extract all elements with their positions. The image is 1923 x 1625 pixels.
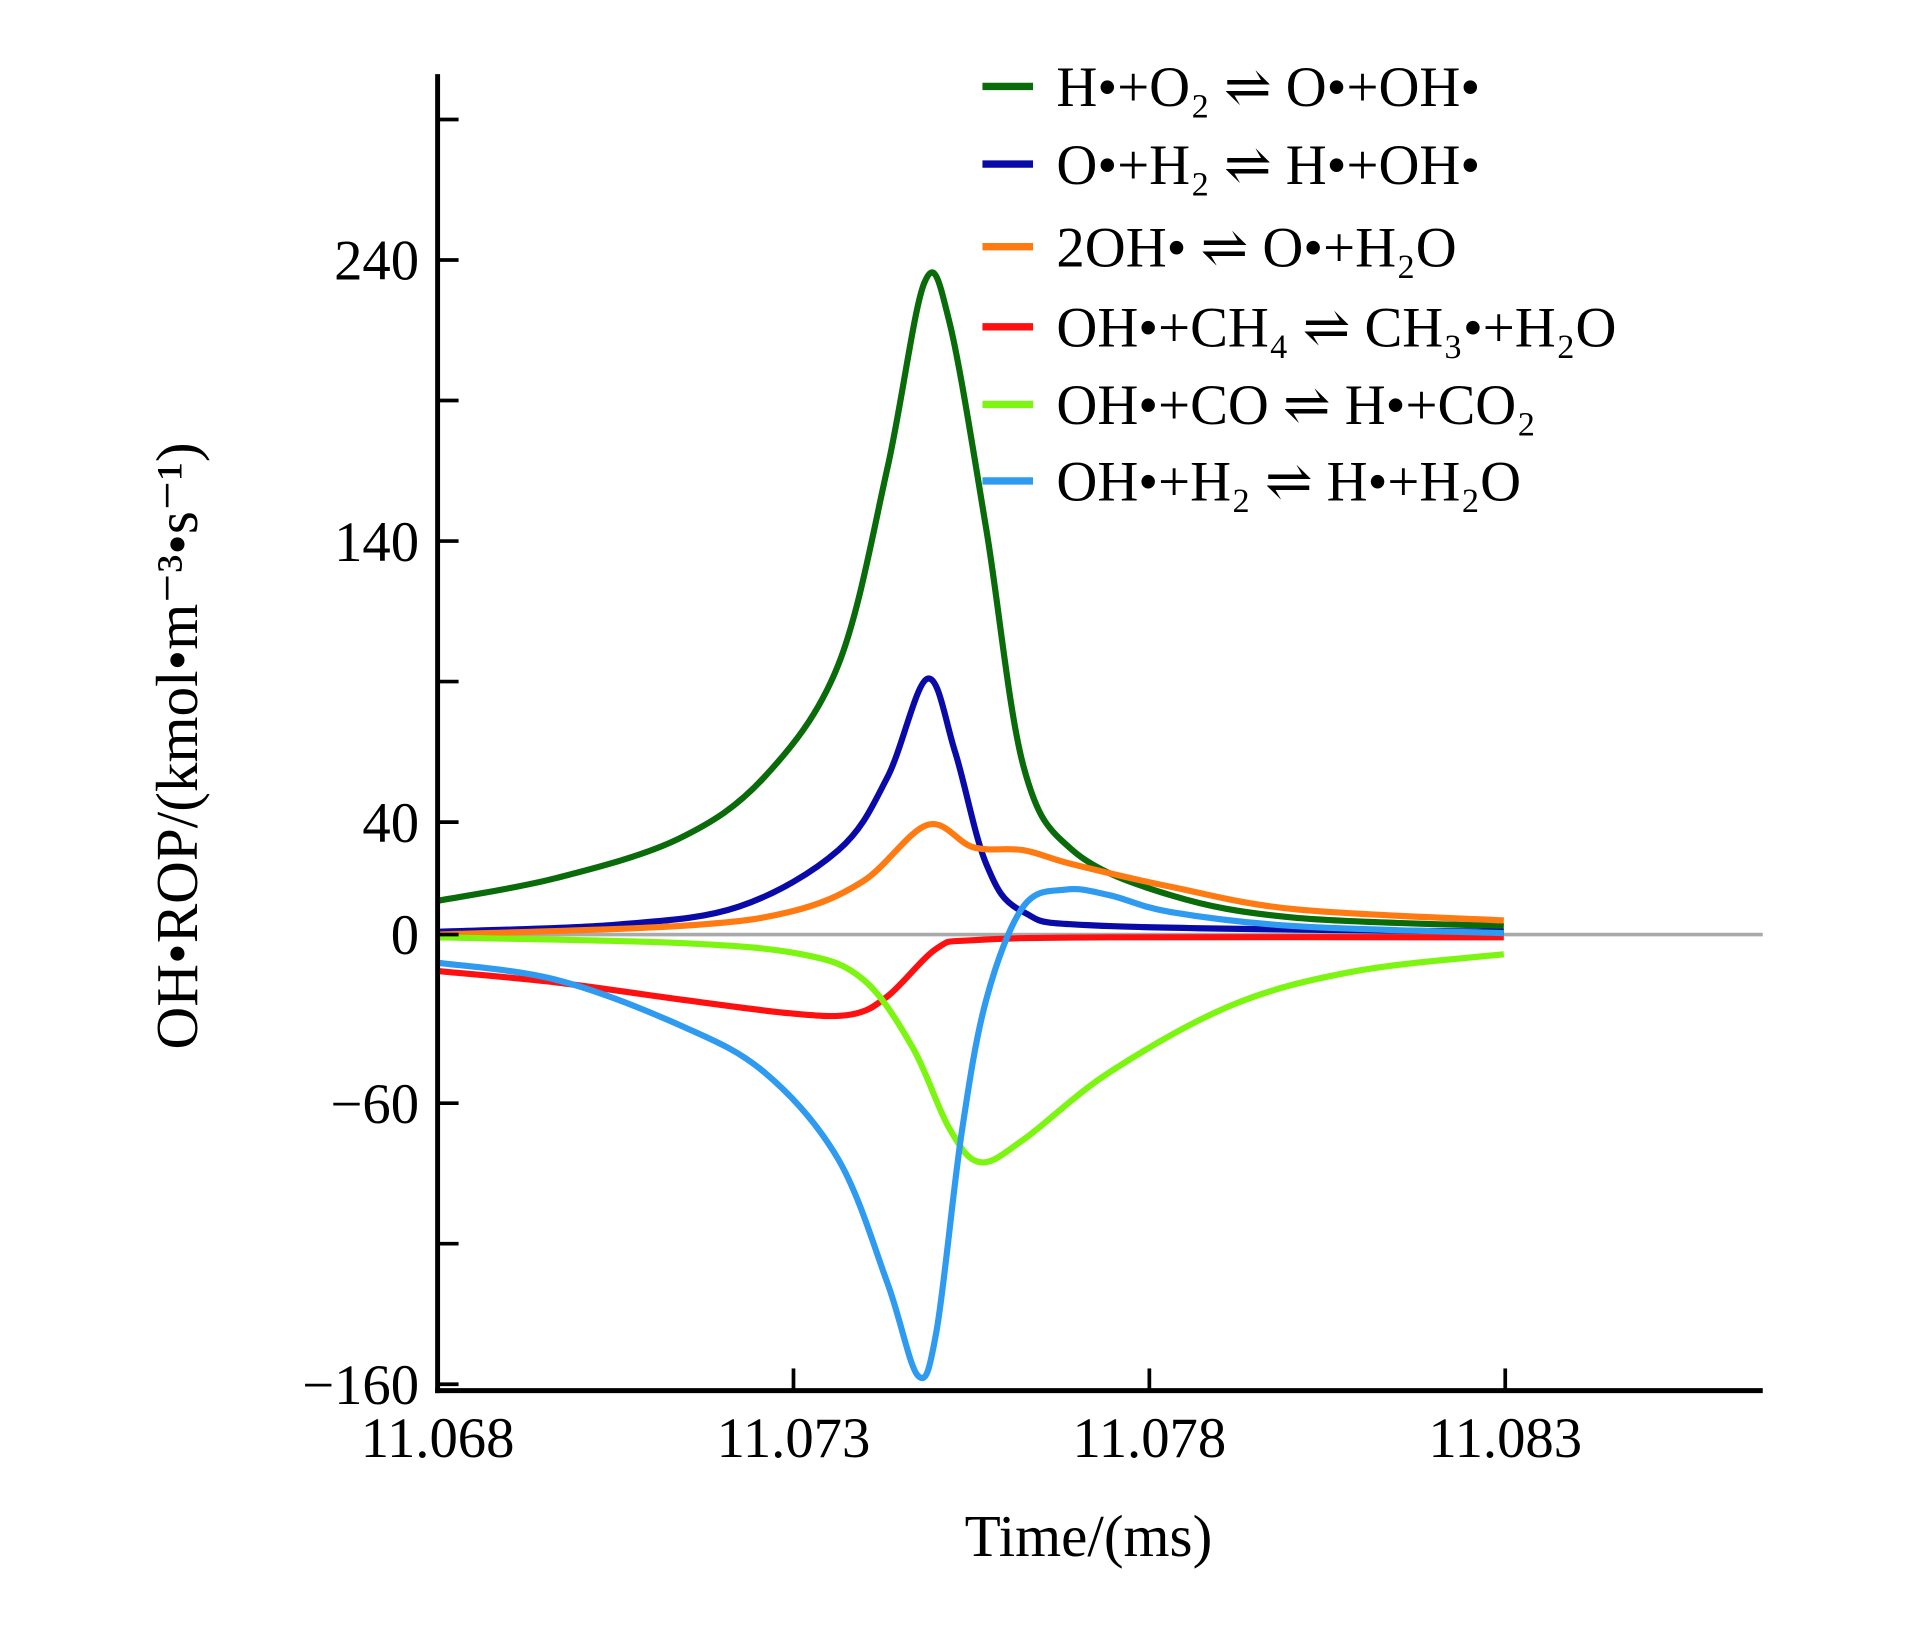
legend: H•+O₂ ⇌ O•+OH• O•+H₂ ⇌ H•+OH• 2OH• ⇌ O•+H₂… <box>982 56 1616 514</box>
y-tick-label: 140 <box>334 511 419 574</box>
legend-label: 2OH• ⇌ O•+H₂O <box>1056 216 1456 279</box>
x-axis-label: Time/(ms) <box>965 1503 1213 1569</box>
series-line-0 <box>437 269 1504 930</box>
series-line-1 <box>437 675 1504 935</box>
series-line-4 <box>437 934 1505 1166</box>
series-line-2 <box>437 821 1504 938</box>
legend-label: H•+O₂ ⇌ O•+OH• <box>1056 56 1480 119</box>
legend-label: O•+H₂ ⇌ H•+OH• <box>1056 134 1480 197</box>
y-tick-label: −60 <box>330 1073 419 1136</box>
legend-label: OH•+H₂ ⇌ H•+H₂O <box>1056 451 1521 514</box>
x-tick-label: 11.068 <box>361 1407 515 1470</box>
series-line-5 <box>437 886 1504 1382</box>
y-tick-label: 0 <box>391 904 419 967</box>
series-line-3 <box>437 934 1504 1020</box>
y-tick-label: 40 <box>362 792 419 855</box>
legend-label: OH•+CO ⇌ H•+CO₂ <box>1056 374 1536 437</box>
x-tick-label: 11.083 <box>1428 1407 1582 1470</box>
series-group <box>437 269 1505 1382</box>
y-axis-label: OH•ROP/(kmol•m⁻³•s⁻¹) <box>144 442 210 1049</box>
x-tick-label: 11.073 <box>717 1407 871 1470</box>
legend-label: OH•+CH₄ ⇌ CH₃•+H₂O <box>1056 297 1616 360</box>
x-tick-label: 11.078 <box>1072 1407 1226 1470</box>
y-tick-label: −160 <box>302 1354 419 1417</box>
y-tick-label: 240 <box>334 230 419 293</box>
